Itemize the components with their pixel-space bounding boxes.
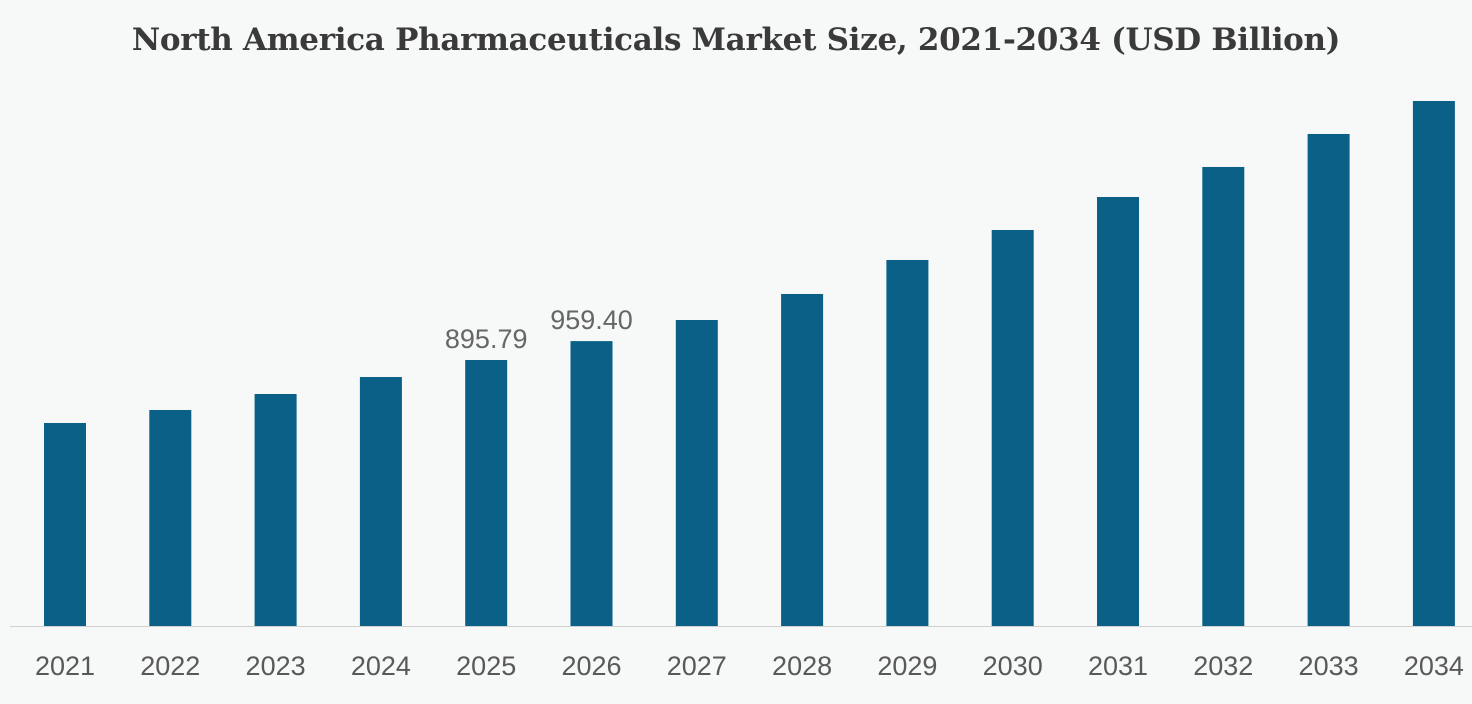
x-tick-label: 2030 [983,651,1043,681]
x-tick-label: 2023 [246,651,306,681]
bar-2031 [1097,197,1139,626]
bar-2034 [1412,101,1455,626]
chart-title: North America Pharmaceuticals Market Siz… [131,22,1341,58]
bar-2024 [359,377,402,626]
x-tick-label: 2032 [1193,651,1253,681]
x-tick-label: 2029 [877,651,937,681]
bar-2033 [1307,133,1350,626]
data-label-2026: 959.40 [550,305,633,335]
x-tick-label: 2025 [456,651,516,681]
bar-2027 [675,319,718,626]
x-tick-label: 2022 [140,651,200,681]
x-tick-label: 2021 [35,651,95,681]
bar-2028 [781,293,824,626]
x-tick-label: 2027 [667,651,727,681]
bar-2026 [570,341,613,626]
x-tick-label: 2024 [351,651,411,681]
bar-2023 [254,393,297,626]
bar-2032 [1202,166,1245,627]
x-tick-label: 2026 [561,651,621,681]
bar-2022 [149,410,192,626]
x-tick-label: 2028 [772,651,832,681]
x-tick-label: 2031 [1088,651,1148,681]
x-tick-label: 2034 [1404,651,1464,681]
data-label-2025: 895.79 [445,324,528,354]
bar-2029 [886,259,929,626]
bar-2021 [44,423,86,626]
x-tick-label: 2033 [1299,651,1359,681]
bar-2025 [465,360,508,626]
bar-2030 [991,229,1034,626]
